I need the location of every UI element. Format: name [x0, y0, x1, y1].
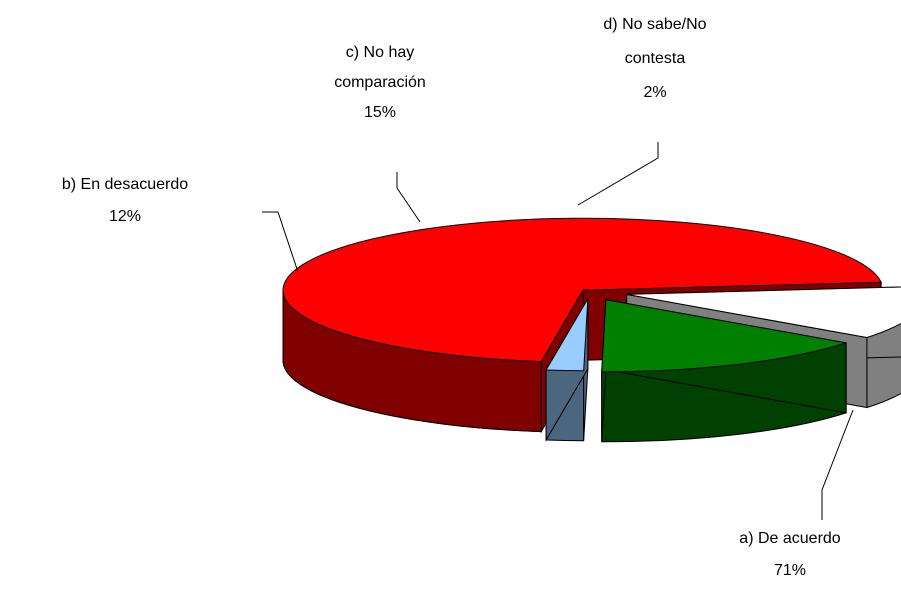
pie-top-faces [282, 217, 901, 373]
slice-c-top [601, 299, 847, 373]
label-slice-b: b) En desacuerdo 12% [10, 174, 240, 228]
label-slice-d: d) No sabe/No contesta 2% [560, 8, 750, 110]
label-slice-d-percent: 2% [643, 84, 667, 101]
slice-b-top [626, 286, 901, 339]
slice-d-top [545, 298, 589, 372]
leader-line-a [821, 409, 854, 520]
label-slice-a-percent: 71% [773, 562, 807, 579]
label-slice-d-text-2: contesta [624, 50, 686, 67]
leader-line-b [262, 211, 299, 273]
slice-a-top [282, 217, 882, 363]
label-slice-a-text: a) De acuerdo [739, 530, 841, 547]
label-slice-a: a) De acuerdo 71% [700, 528, 880, 582]
label-slice-c-text-1: c) No hay [345, 44, 415, 61]
label-slice-c: c) No hay comparación 15% [300, 38, 460, 128]
label-slice-b-percent: 12% [108, 208, 142, 225]
label-slice-c-text-2: comparación [334, 74, 426, 91]
label-slice-c-percent: 15% [363, 104, 397, 121]
leader-line-c [396, 172, 421, 223]
leader-lines [262, 142, 854, 520]
leader-line-d [577, 142, 659, 206]
label-slice-d-text-1: d) No sabe/No [603, 16, 707, 33]
label-slice-b-text: b) En desacuerdo [61, 176, 189, 193]
